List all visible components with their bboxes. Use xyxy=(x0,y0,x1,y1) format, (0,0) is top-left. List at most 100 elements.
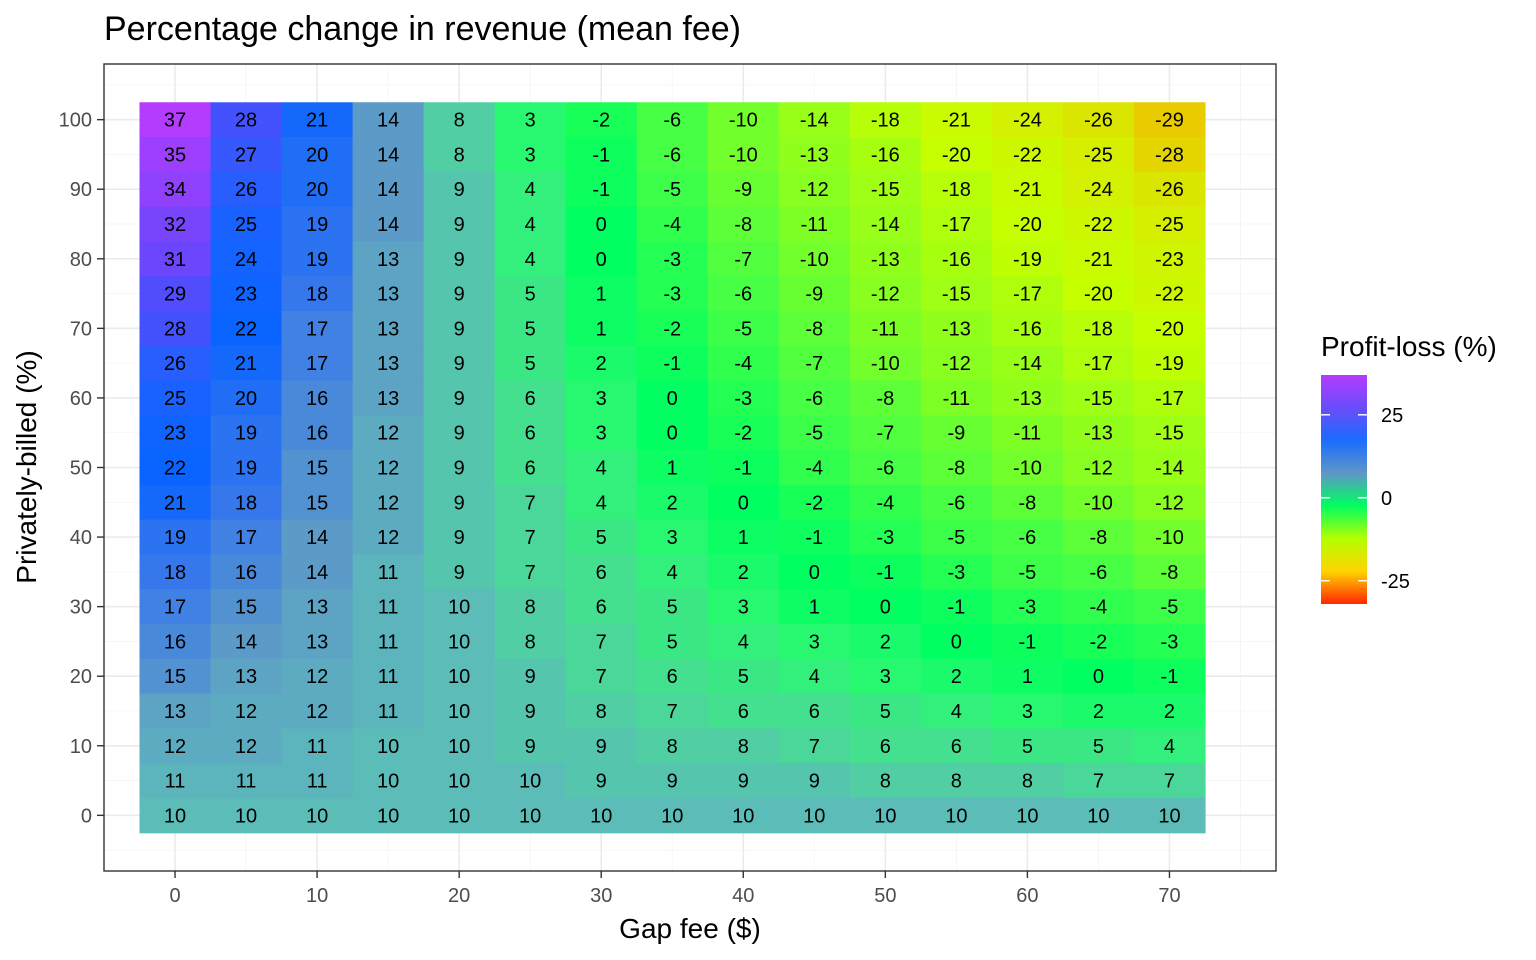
y-tick-label: 80 xyxy=(70,249,92,271)
heatmap-cell xyxy=(494,658,567,695)
heatmap-cell xyxy=(423,415,496,451)
cell-value-label: -1 xyxy=(947,597,965,619)
cell-value-label: -20 xyxy=(1155,318,1184,340)
heatmap-cell xyxy=(778,206,851,243)
heatmap-cell xyxy=(636,519,709,556)
cell-value-label: 16 xyxy=(235,562,257,584)
cell-value-label: 13 xyxy=(164,701,186,723)
cell-value-label: -6 xyxy=(1090,562,1108,584)
heatmap-cell xyxy=(920,345,993,382)
heatmap-cell xyxy=(636,728,709,764)
heatmap-cell xyxy=(494,589,567,625)
cell-value-label: -4 xyxy=(805,458,823,480)
cell-value-label: 0 xyxy=(809,562,820,584)
heatmap-cell xyxy=(1062,310,1135,347)
y-tick-label: 50 xyxy=(70,458,92,480)
heatmap-cell xyxy=(281,554,354,590)
cell-value-label: 4 xyxy=(738,631,749,653)
x-tick-label: 40 xyxy=(732,885,754,907)
cell-value-label: -8 xyxy=(1018,492,1036,514)
cell-value-label: 11 xyxy=(307,771,328,793)
cell-value-label: 12 xyxy=(306,701,328,723)
cell-value-label: -2 xyxy=(663,318,681,340)
heatmap-cell xyxy=(494,624,567,660)
heatmap-cell xyxy=(1133,450,1206,486)
cell-value-label: -3 xyxy=(734,388,752,410)
cell-value-label: -10 xyxy=(729,144,758,166)
cell-value-label: -23 xyxy=(1155,249,1184,271)
cell-value-label: 12 xyxy=(235,736,257,758)
heatmap-cell xyxy=(707,693,780,729)
cell-value-label: 17 xyxy=(164,597,186,619)
cell-value-label: 1 xyxy=(667,458,678,480)
cell-value-label: 2 xyxy=(738,562,749,584)
cell-value-label: -5 xyxy=(663,179,681,201)
cell-value-label: 21 xyxy=(235,353,257,375)
heatmap-cell xyxy=(139,310,212,347)
heatmap-cell xyxy=(707,137,780,173)
cell-value-label: 10 xyxy=(235,805,257,827)
cell-value-label: 6 xyxy=(525,388,536,410)
cell-value-label: 27 xyxy=(235,144,257,166)
cell-value-label: 10 xyxy=(448,771,470,793)
cell-value-label: 9 xyxy=(809,771,820,793)
cell-value-label: -6 xyxy=(876,458,894,480)
heatmap-cell xyxy=(636,310,709,347)
heatmap-cell xyxy=(1133,554,1206,590)
cell-value-label: -13 xyxy=(1013,388,1042,410)
cell-value-label: 7 xyxy=(596,666,607,688)
cell-value-label: 3 xyxy=(667,527,678,549)
cell-value-label: -10 xyxy=(729,110,758,132)
cell-value-label: -2 xyxy=(805,492,823,514)
cell-value-label: 12 xyxy=(235,701,257,723)
cell-value-label: -9 xyxy=(734,179,752,201)
cell-value-label: 3 xyxy=(525,110,536,132)
cell-value-label: -20 xyxy=(1084,284,1113,306)
cell-value-label: -11 xyxy=(1014,423,1041,445)
cell-value-label: 8 xyxy=(667,736,678,758)
heatmap-cell xyxy=(139,763,212,799)
cell-value-label: 7 xyxy=(525,492,536,514)
heatmap-cell xyxy=(1133,206,1206,243)
heatmap-cell xyxy=(849,450,922,486)
cell-value-label: 9 xyxy=(454,423,465,445)
cell-value-label: -13 xyxy=(800,144,829,166)
cell-value-label: 4 xyxy=(596,458,607,480)
heatmap-cell xyxy=(281,276,354,312)
cell-value-label: 4 xyxy=(596,492,607,514)
cell-value-label: 22 xyxy=(235,318,257,340)
cell-value-label: 13 xyxy=(377,249,399,271)
heatmap-cell xyxy=(281,519,354,556)
heatmap-cell xyxy=(991,450,1064,486)
cell-value-label: -7 xyxy=(805,353,823,375)
heatmap-cell xyxy=(707,519,780,556)
heatmap-cell xyxy=(991,658,1064,695)
cell-value-label: 12 xyxy=(377,527,399,549)
heatmap-cell xyxy=(991,137,1064,173)
cell-value-label: 6 xyxy=(809,701,820,723)
heatmap-cell xyxy=(1062,797,1135,834)
cell-value-label: -20 xyxy=(942,144,971,166)
heatmap-cell xyxy=(352,728,425,764)
heatmap-cell xyxy=(352,763,425,799)
heatmap-cell xyxy=(210,171,283,208)
cell-value-label: -3 xyxy=(1018,597,1036,619)
heatmap-cell xyxy=(210,484,283,521)
cell-value-label: 10 xyxy=(377,805,399,827)
heatmap-cell xyxy=(565,693,638,729)
cell-value-label: 21 xyxy=(164,492,186,514)
cell-value-label: 8 xyxy=(1022,771,1033,793)
x-axis-title: Gap fee ($) xyxy=(619,913,761,944)
cell-value-label: 10 xyxy=(448,736,470,758)
cell-value-label: 13 xyxy=(377,353,399,375)
cell-value-label: 18 xyxy=(235,492,257,514)
cell-value-label: 28 xyxy=(235,110,257,132)
heatmap-cell xyxy=(1062,171,1135,208)
cell-value-label: -17 xyxy=(1084,353,1113,375)
y-tick-label: 70 xyxy=(70,318,92,340)
cell-value-label: -1 xyxy=(663,353,681,375)
cell-value-label: -15 xyxy=(1155,423,1184,445)
cell-value-label: -11 xyxy=(872,318,899,340)
heatmap-cell xyxy=(1062,380,1135,416)
